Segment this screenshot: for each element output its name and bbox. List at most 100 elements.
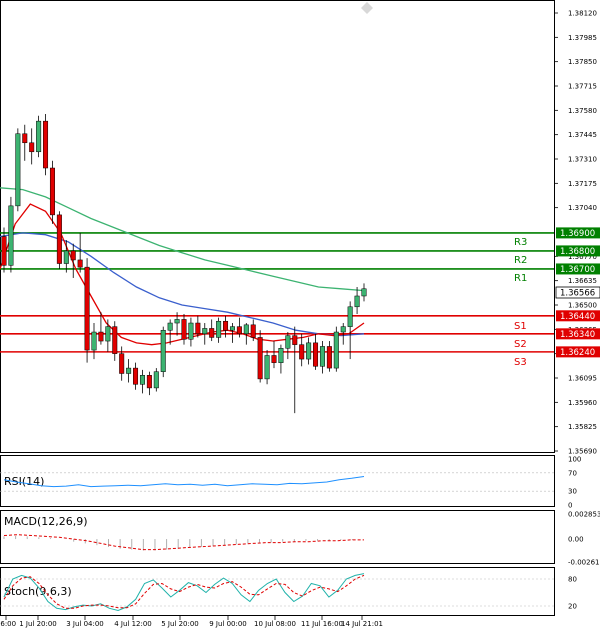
candle-body xyxy=(333,331,339,369)
support-resistance-levels: R3 1.36900 R2 1.36800 R1 1.36700 S1 1.36440 S2 1.… xyxy=(0,227,600,368)
candle-body xyxy=(306,342,312,360)
candle-body xyxy=(70,250,76,261)
level-price-label: 1.36240 xyxy=(560,348,595,358)
candle-body xyxy=(91,331,97,351)
macd-tick-label: 0.002853 xyxy=(568,511,600,519)
stoch-pane-frame xyxy=(0,567,555,616)
candle-body xyxy=(133,367,139,385)
level-price-label: 1.36440 xyxy=(560,312,595,322)
y-tick-label: 1.35690 xyxy=(568,448,597,456)
candle-body xyxy=(1,236,7,266)
y-tick-label: 1.36770 xyxy=(568,253,597,261)
close-price-label: 1.36566 xyxy=(560,289,595,299)
level-name-r1: R1 xyxy=(514,273,527,284)
candle-body xyxy=(29,142,35,153)
candle-body xyxy=(77,259,83,268)
main-pane-frame xyxy=(0,0,555,453)
ma-slow-line xyxy=(0,187,365,292)
pane-frames xyxy=(0,0,555,616)
candle-body xyxy=(347,306,353,327)
level-price-label: 1.36900 xyxy=(560,229,595,239)
candle-body xyxy=(84,266,90,351)
stoch-k-line xyxy=(3,573,365,612)
candle-body xyxy=(216,320,222,338)
candle-body xyxy=(313,342,319,367)
candle-body xyxy=(153,371,159,389)
level-name-r2: R2 xyxy=(514,255,527,266)
x-tick-label: 9 Jul 00:00 xyxy=(209,620,247,628)
candle-body xyxy=(105,326,111,342)
level-price-box xyxy=(556,227,600,239)
scroll-arrow-icon[interactable] xyxy=(361,2,373,14)
candle-body xyxy=(271,355,277,363)
candle-body xyxy=(202,328,208,335)
candle-body xyxy=(146,375,152,389)
candle-body xyxy=(319,346,325,367)
y-tick-label: 1.36500 xyxy=(568,302,597,310)
x-tick-label: 11 Jul 16:00 xyxy=(301,620,343,628)
candle-body xyxy=(56,214,62,264)
candle-body xyxy=(126,367,132,374)
macd-pane-frame xyxy=(0,510,555,564)
y-tick-label: 1.37715 xyxy=(568,83,597,91)
x-tick-label: 3 Jul 04:00 xyxy=(66,620,104,628)
y-tick-label: 1.36095 xyxy=(568,375,597,383)
macd-title: MACD(12,26,9) xyxy=(4,515,88,528)
candle-body xyxy=(229,326,235,331)
candle-body xyxy=(174,319,180,324)
candle-body xyxy=(139,375,145,385)
rsi-pane-frame xyxy=(0,455,555,507)
y-tick-label: 1.35825 xyxy=(568,423,597,431)
level-price-box xyxy=(556,245,600,257)
candle-body xyxy=(278,348,284,363)
y-tick-label: 1.37580 xyxy=(568,107,597,115)
y-tick-label: 1.37040 xyxy=(568,204,597,212)
candle-body xyxy=(361,288,367,297)
x-tick-label: 4 Jul 12:00 xyxy=(114,620,152,628)
x-tick-label: 5 Jul 20:00 xyxy=(161,620,199,628)
candle-body xyxy=(209,328,215,338)
y-tick-label: 1.37310 xyxy=(568,156,597,164)
candle-body xyxy=(243,324,249,335)
candle-body xyxy=(63,250,69,264)
level-name-s1: S1 xyxy=(514,321,527,332)
level-price-label: 1.36700 xyxy=(560,265,595,275)
level-name-r3: R3 xyxy=(514,237,527,248)
x-tick-label: 10 Jul 08:00 xyxy=(254,620,296,628)
candle-body xyxy=(250,324,256,338)
rsi-tick-label: 100 xyxy=(568,456,581,464)
rsi-pane: 100 70 30 0 xyxy=(0,456,581,510)
y-tick-label: 1.37445 xyxy=(568,131,597,139)
rsi-line xyxy=(3,476,365,488)
y-tick-label: 1.37985 xyxy=(568,34,597,42)
candle-body xyxy=(167,322,173,331)
candle-body xyxy=(236,326,242,335)
x-tick-label: 1 Jul 20:00 xyxy=(19,620,57,628)
macd-tick-label: 0.00 xyxy=(568,536,584,544)
rsi-tick-label: 70 xyxy=(568,469,577,477)
y-tick-label: 1.35960 xyxy=(568,399,597,407)
candle-body xyxy=(36,120,42,153)
candle-body xyxy=(257,337,263,380)
candle-body xyxy=(98,331,104,342)
rsi-tick-label: 0 xyxy=(568,502,572,510)
x-axis: 16:001 Jul 20:00 3 Jul 04:00 4 Jul 12:00 5 … xyxy=(0,616,383,628)
candles xyxy=(1,113,367,414)
candle-body xyxy=(326,346,332,369)
candle-body xyxy=(292,335,298,345)
y-tick-label: 1.38120 xyxy=(568,10,597,18)
stoch-title: Stoch(9,6,3) xyxy=(4,585,72,598)
macd-signal-line xyxy=(3,534,364,551)
level-price-box xyxy=(556,346,600,358)
candle-body xyxy=(43,120,49,169)
y-tick-label: 1.37850 xyxy=(568,58,597,66)
stoch-tick-label: 20 xyxy=(568,603,577,611)
level-price-box xyxy=(556,263,600,275)
close-price-marker: 1.36566 xyxy=(555,286,600,299)
macd-pane: 0.002853 0.00 -0.002615 xyxy=(3,511,600,567)
candle-body xyxy=(354,295,360,308)
candle-body xyxy=(22,133,28,144)
level-price-label: 1.36800 xyxy=(560,247,595,257)
candle-body xyxy=(299,344,305,360)
